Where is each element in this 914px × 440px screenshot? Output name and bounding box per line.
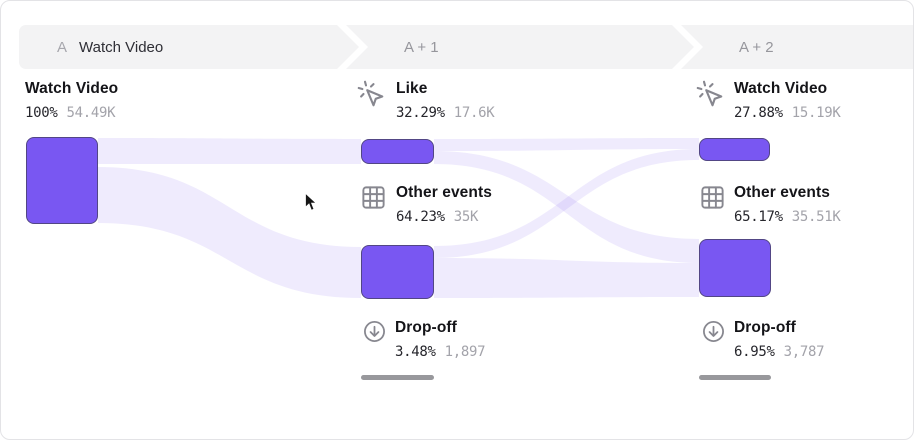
event-stats: 27.88% 15.19K [734, 103, 841, 123]
node-watchvideo-step-a2[interactable] [699, 138, 770, 161]
percent-value: 100% [25, 105, 58, 121]
breadcrumb-step-a-plus-1[interactable]: A + 1 [346, 25, 694, 69]
event-name: Watch Video [734, 80, 828, 97]
percent-value: 6.95% [734, 344, 775, 360]
breadcrumb-step-a-plus-2[interactable]: A + 2 [681, 25, 913, 69]
click-icon [356, 79, 386, 109]
step-label: A + 2 [739, 38, 774, 56]
event-name: Drop-off [734, 319, 796, 336]
node-watchvideo-step-a[interactable] [26, 137, 98, 224]
mouse-cursor-icon [304, 192, 318, 211]
event-name: Watch Video [25, 80, 119, 97]
count-value: 35.51K [791, 209, 841, 225]
percent-value: 32.29% [396, 105, 445, 121]
flow-like-to-otherevents2[interactable] [434, 151, 699, 263]
percent-value: 65.17% [734, 209, 783, 225]
grid-icon [360, 184, 387, 211]
step-label: A + 1 [404, 38, 439, 56]
step-label: Watch Video [79, 38, 164, 56]
node-otherevents-step-a1[interactable] [361, 245, 434, 299]
node-otherevents-step-a2[interactable] [699, 239, 771, 297]
flow-watchvideo-to-like[interactable] [98, 138, 361, 164]
event-stats: 100% 54.49K [25, 103, 118, 123]
event-stats: 6.95% 3,787 [734, 342, 825, 362]
count-value: 54.49K [66, 105, 116, 121]
node-dropoff-step-a1[interactable] [361, 375, 434, 380]
label-watchvideo-step-a2: Watch Video 27.88% 15.19K [734, 79, 841, 123]
event-name: Other events [734, 184, 830, 201]
event-stats: 64.23% 35K [396, 207, 492, 227]
flow-watchvideo-to-otherevents[interactable] [98, 167, 361, 298]
step-letter: A [57, 38, 68, 56]
node-dropoff-step-a2[interactable] [699, 375, 771, 380]
count-value: 17.6K [453, 105, 495, 121]
event-stats: 65.17% 35.51K [734, 207, 841, 227]
event-name: Like [396, 80, 428, 97]
count-value: 1,897 [444, 344, 486, 360]
event-stats: 32.29% 17.6K [396, 103, 495, 123]
arrow-down-circle-icon [362, 319, 387, 344]
percent-value: 3.48% [395, 344, 436, 360]
label-otherevents-step-a2: Other events 65.17% 35.51K [734, 183, 841, 227]
percent-value: 64.23% [396, 209, 445, 225]
event-stats: 3.48% 1,897 [395, 342, 486, 362]
flow-otherevents-to-otherevents2[interactable] [434, 258, 699, 298]
count-value: 15.19K [791, 105, 841, 121]
node-like-step-a1[interactable] [361, 139, 434, 164]
label-dropoff-step-a2: Drop-off 6.95% 3,787 [734, 318, 825, 362]
flow-like-to-watchvideo2[interactable] [434, 138, 699, 151]
grid-icon [699, 184, 726, 211]
label-watchvideo-step-a: Watch Video 100% 54.49K [25, 79, 118, 123]
label-otherevents-step-a1: Other events 64.23% 35K [396, 183, 492, 227]
arrow-down-circle-icon [701, 319, 726, 344]
breadcrumb-step-a[interactable]: A Watch Video [19, 25, 359, 69]
label-dropoff-step-a1: Drop-off 3.48% 1,897 [395, 318, 486, 362]
event-name: Other events [396, 184, 492, 201]
event-name: Drop-off [395, 319, 457, 336]
flow-otherevents-to-watchvideo2[interactable] [434, 149, 699, 258]
count-value: 35K [453, 209, 479, 225]
click-icon [695, 79, 725, 109]
count-value: 3,787 [783, 344, 825, 360]
label-like-step-a1: Like 32.29% 17.6K [396, 79, 495, 123]
percent-value: 27.88% [734, 105, 783, 121]
